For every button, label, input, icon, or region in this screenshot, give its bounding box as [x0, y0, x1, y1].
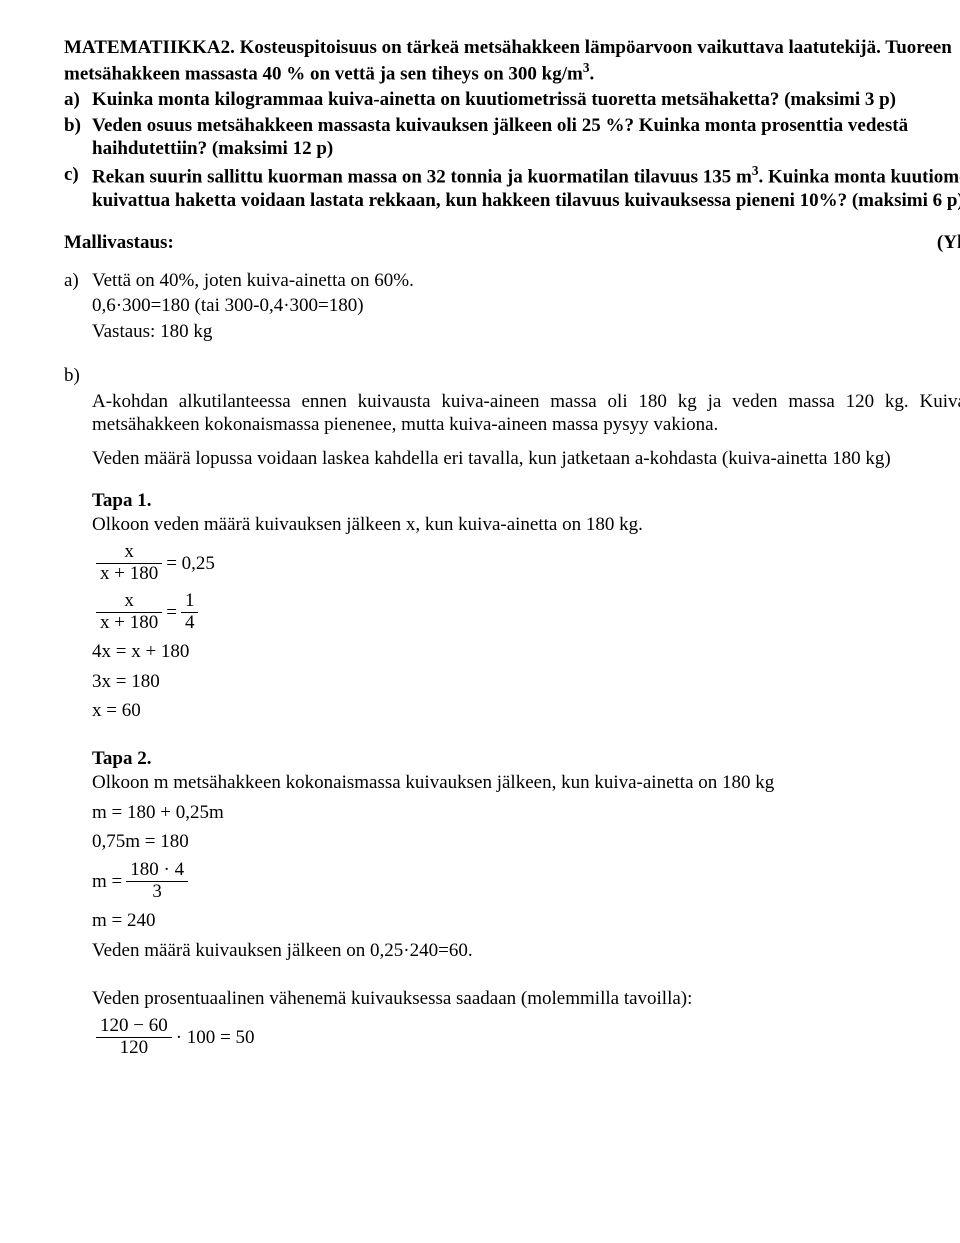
tapa2-eq2: 0,75m = 180 (6 p)	[92, 830, 960, 854]
tapa2-eq2-text: 0,75m = 180	[92, 830, 189, 854]
answer-a-row3: Vastaus: 180 kg (1 p)	[64, 320, 960, 344]
tapa2-title: Tapa 2.	[92, 747, 960, 771]
tapa2-eq1: m = 180 + 0,25m	[92, 801, 960, 825]
answer-b-header: b)	[64, 364, 960, 388]
problem-title: MATEMATIIKKA2. Kosteuspitoisuus on tärke…	[64, 36, 960, 86]
tapa1-eq2-rnum: 1	[181, 591, 199, 613]
question-a: a) Kuinka monta kilogrammaa kuiva-ainett…	[64, 88, 960, 112]
problem-title-end: .	[589, 63, 594, 84]
question-b-text: Veden osuus metsähakkeen massasta kuivau…	[92, 114, 960, 162]
tapa1-eq1-num: x	[96, 542, 162, 564]
tapa2-line5-text: Veden määrä kuivauksen jälkeen on 0,25·2…	[92, 939, 473, 963]
tapa1-eq2-lnum: x	[96, 591, 162, 613]
answer-a-line3: Vastaus: 180 kg	[92, 320, 960, 344]
answer-a-line1: Vettä on 40%, joten kuiva-ainetta on 60%…	[92, 269, 960, 293]
answer-a-marker: a)	[64, 269, 92, 293]
percent-eq-rhs: · 100 = 50	[176, 1026, 255, 1050]
question-c-marker: c)	[64, 163, 92, 187]
mallivastaus-total: (Yht. 21 p)	[937, 231, 960, 255]
percent-eq: 120 − 60 120 · 100 = 50 (2 p)	[92, 1016, 960, 1059]
question-a-text: Kuinka monta kilogrammaa kuiva-ainetta o…	[92, 88, 960, 112]
tapa2-line5: Veden määrä kuivauksen jälkeen on 0,25·2…	[92, 939, 960, 963]
answer-a-row2: 0,6·300=180 (tai 300-0,4·300=180) (1 p)	[64, 294, 960, 318]
question-c-pre: Rekan suurin sallittu kuorman massa on 3…	[92, 166, 752, 187]
question-b-marker: b)	[64, 114, 92, 138]
answer-b-marker: b)	[64, 364, 92, 388]
tapa1-eq2: x x + 180 = 1 4	[92, 591, 960, 634]
tapa2-eq3-den: 3	[126, 882, 188, 903]
tapa2-eq3-lhs: m =	[92, 870, 122, 894]
answer-a: a) Vettä on 40%, joten kuiva-ainetta on …	[64, 269, 960, 344]
answer-a-line2: 0,6·300=180 (tai 300-0,4·300=180)	[92, 294, 960, 318]
tapa1-eq3: 4x = x + 180	[92, 640, 960, 664]
question-b: b) Veden osuus metsähakkeen massasta kui…	[64, 114, 960, 162]
question-c-sup: 3	[752, 163, 759, 178]
answer-b-para1: A-kohdan alkutilanteessa ennen kuivausta…	[92, 390, 960, 438]
tapa1-eq1-den: x + 180	[96, 564, 162, 585]
tapa2-intro: Olkoon m metsähakkeen kokonaismassa kuiv…	[92, 771, 960, 795]
tapa1-eq1: x x + 180 = 0,25 (6 p)	[92, 542, 960, 585]
question-c-text: Rekan suurin sallittu kuorman massa on 3…	[92, 163, 960, 213]
tapa1-eq4: 3x = 180 (3 p)	[92, 670, 960, 694]
question-a-marker: a)	[64, 88, 92, 112]
tapa2-eq3-num: 180 · 4	[126, 860, 188, 882]
percent-eq-den: 120	[96, 1038, 172, 1059]
question-c: c) Rekan suurin sallittu kuorman massa o…	[64, 163, 960, 213]
tapa1-eq1-rhs: = 0,25	[166, 552, 215, 576]
tapa2-eq3: m = 180 · 4 3	[92, 860, 960, 903]
answer-a-row1: a) Vettä on 40%, joten kuiva-ainetta on …	[64, 269, 960, 293]
answer-b: b)	[64, 364, 960, 388]
tapa2-eq4: m = 240	[92, 909, 960, 933]
tapa1-eq2-rden: 4	[181, 613, 199, 634]
percent-eq-num: 120 − 60	[96, 1016, 172, 1038]
tapa1-eq2-lden: x + 180	[96, 613, 162, 634]
mallivastaus-label: Mallivastaus:	[64, 231, 937, 255]
tapa1-eq5: x = 60	[92, 699, 960, 723]
answer-b-para2: Veden määrä lopussa voidaan laskea kahde…	[92, 447, 960, 471]
problem-title-text: MATEMATIIKKA2. Kosteuspitoisuus on tärke…	[64, 37, 952, 84]
percent-intro: Veden prosentuaalinen vähenemä kuivaukse…	[92, 987, 960, 1011]
mallivastaus-row: Mallivastaus: (Yht. 21 p)	[64, 231, 960, 255]
tapa1-title: Tapa 1.	[92, 489, 960, 513]
tapa1-intro: Olkoon veden määrä kuivauksen jälkeen x,…	[92, 513, 960, 537]
tapa1-eq4-text: 3x = 180	[92, 670, 160, 694]
questions-list: a) Kuinka monta kilogrammaa kuiva-ainett…	[64, 88, 960, 213]
